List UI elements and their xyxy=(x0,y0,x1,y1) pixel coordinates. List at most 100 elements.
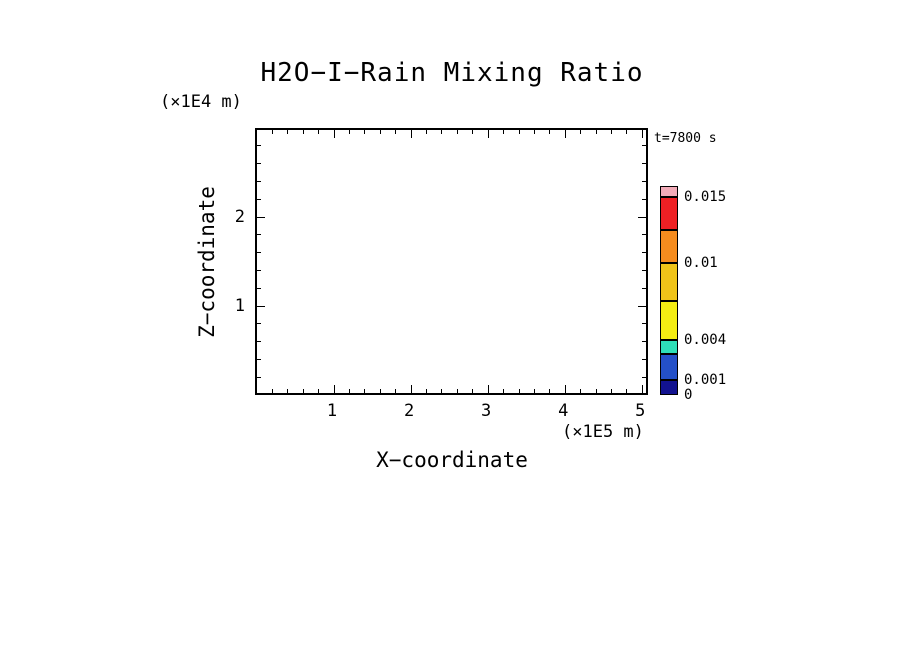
x-tick xyxy=(348,130,350,134)
x-tick xyxy=(426,389,428,393)
x-tick xyxy=(503,389,505,393)
x-tick xyxy=(518,389,520,393)
colorbar-label: 0.004 xyxy=(684,332,727,348)
y-tick xyxy=(257,358,261,360)
x-tick xyxy=(271,130,273,134)
colorbar-segment xyxy=(660,340,678,354)
y-tick xyxy=(642,376,646,378)
x-tick xyxy=(333,130,335,138)
y-tick xyxy=(642,287,646,289)
colorbar-label: 0 xyxy=(684,387,693,403)
x-tick xyxy=(564,385,566,393)
x-tick xyxy=(426,130,428,134)
x-tick xyxy=(287,389,289,393)
x-tick xyxy=(626,130,628,134)
colorbar-segment xyxy=(660,380,678,395)
y-tick xyxy=(642,180,646,182)
x-tick xyxy=(595,389,597,393)
x-tick xyxy=(487,385,489,393)
x-tick xyxy=(318,389,320,393)
y-tick xyxy=(642,269,646,271)
colorbar-segment xyxy=(660,263,678,301)
x-tick xyxy=(580,389,582,393)
x-tick xyxy=(287,130,289,134)
x-tick xyxy=(410,130,412,138)
colorbar-label: 0.015 xyxy=(684,189,727,205)
y-tick xyxy=(257,180,261,182)
x-tick xyxy=(472,130,474,134)
y-tick xyxy=(257,323,261,325)
x-tick xyxy=(580,130,582,134)
x-tick xyxy=(302,130,304,134)
x-tick xyxy=(549,389,551,393)
y-tick xyxy=(642,145,646,147)
y-tick xyxy=(642,341,646,343)
x-tick xyxy=(518,130,520,134)
x-tick xyxy=(410,385,412,393)
x-tick xyxy=(395,130,397,134)
y-tick xyxy=(642,252,646,254)
x-tick xyxy=(441,389,443,393)
x-tick-label: 1 xyxy=(326,401,338,421)
x-tick-label: 2 xyxy=(403,401,415,421)
colorbar-label: 0.001 xyxy=(684,372,727,388)
y-tick xyxy=(257,252,261,254)
x-tick xyxy=(364,130,366,134)
colorbar-segment xyxy=(660,354,678,380)
plot-area xyxy=(255,128,648,395)
x-tick xyxy=(364,389,366,393)
y-tick xyxy=(257,341,261,343)
x-tick xyxy=(626,389,628,393)
y-axis-title: Z−coordinate xyxy=(195,186,219,338)
y-tick xyxy=(642,198,646,200)
x-tick xyxy=(641,385,643,393)
y-tick xyxy=(257,305,265,307)
x-tick-label: 5 xyxy=(635,401,646,421)
x-tick xyxy=(487,130,489,138)
colorbar xyxy=(660,186,678,395)
x-tick xyxy=(333,385,335,393)
x-tick xyxy=(271,389,273,393)
x-tick xyxy=(595,130,597,134)
x-tick xyxy=(456,130,458,134)
colorbar-segment xyxy=(660,230,678,263)
x-tick xyxy=(348,389,350,393)
x-tick xyxy=(472,389,474,393)
x-tick xyxy=(441,130,443,134)
x-tick xyxy=(610,389,612,393)
x-tick xyxy=(318,130,320,134)
x-tick xyxy=(610,130,612,134)
colorbar-segment xyxy=(660,197,678,230)
y-tick xyxy=(638,216,646,218)
y-tick xyxy=(642,234,646,236)
x-tick xyxy=(503,130,505,134)
x-tick xyxy=(549,130,551,134)
x-axis-title: X−coordinate xyxy=(376,448,528,472)
x-tick xyxy=(456,389,458,393)
y-tick xyxy=(257,287,261,289)
y-tick xyxy=(257,198,261,200)
y-tick xyxy=(257,163,261,165)
y-tick xyxy=(642,163,646,165)
y-tick xyxy=(642,323,646,325)
colorbar-segment xyxy=(660,186,678,197)
x-tick xyxy=(533,389,535,393)
y-tick xyxy=(257,145,261,147)
x-tick-label: 4 xyxy=(558,401,569,421)
y-tick xyxy=(257,216,265,218)
y-tick xyxy=(638,305,646,307)
x-tick-label: 3 xyxy=(481,401,492,421)
y-tick xyxy=(257,269,261,271)
x-tick xyxy=(395,389,397,393)
colorbar-label: 0.01 xyxy=(684,255,718,271)
chart-title: H2O−I−Rain Mixing Ratio xyxy=(260,58,644,88)
x-tick xyxy=(533,130,535,134)
y-tick xyxy=(257,234,261,236)
y-tick xyxy=(642,358,646,360)
x-axis-unit-label: (×1E5 m) xyxy=(562,422,644,442)
x-tick xyxy=(641,130,643,138)
x-tick xyxy=(564,130,566,138)
x-tick xyxy=(302,389,304,393)
x-tick xyxy=(379,389,381,393)
